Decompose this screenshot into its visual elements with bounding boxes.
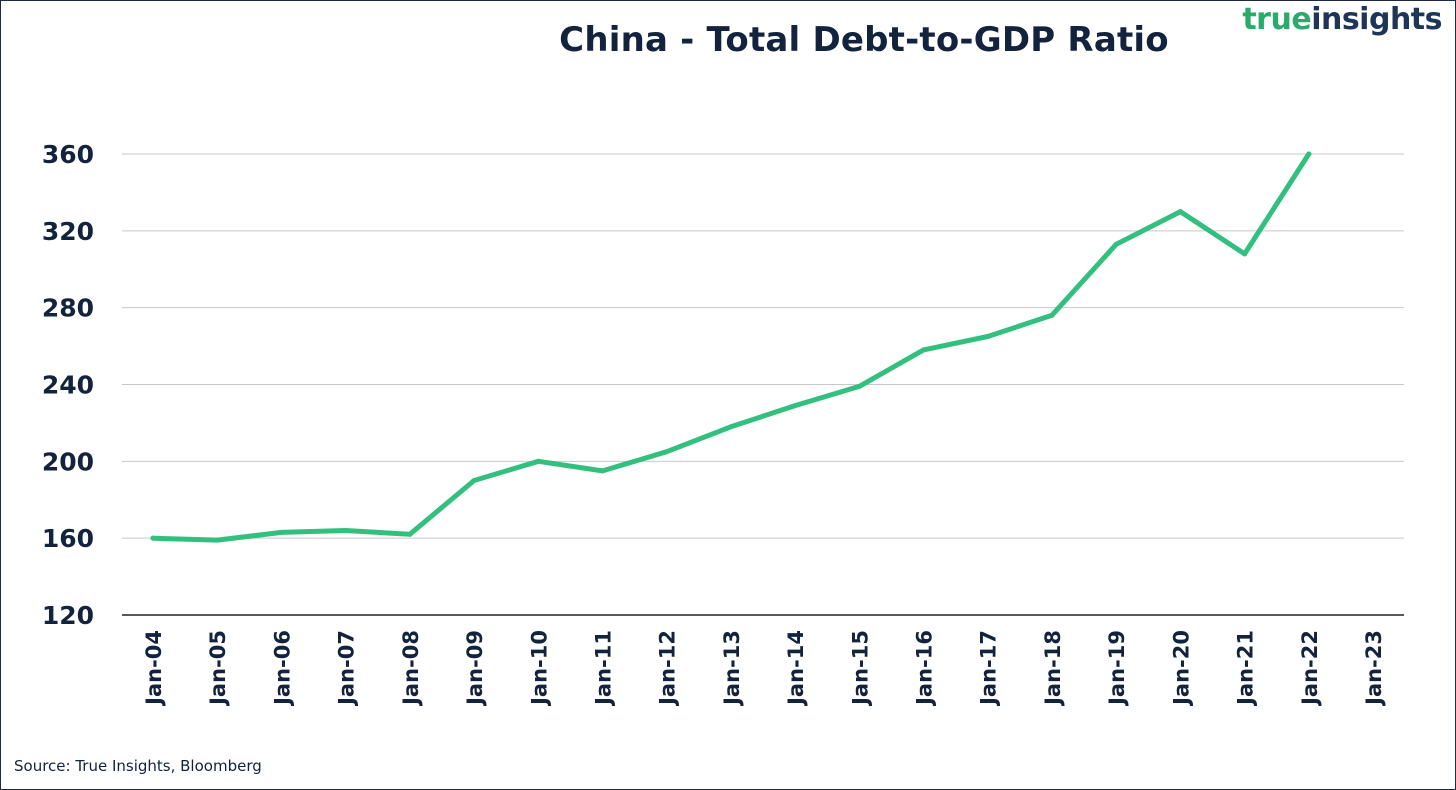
data-point	[1113, 241, 1119, 247]
x-tick-label: Jan-09	[463, 630, 487, 707]
data-point	[1242, 251, 1248, 257]
source-note: Source: True Insights, Bloomberg	[14, 757, 262, 775]
data-point	[664, 449, 670, 455]
brand-logo: trueinsights	[1242, 2, 1442, 37]
x-tick-label: Jan-19	[1105, 630, 1129, 707]
data-point	[278, 529, 284, 535]
x-tick-label: Jan-11	[591, 630, 615, 707]
data-point	[1049, 312, 1055, 318]
data-point	[985, 333, 991, 339]
x-tick-label: Jan-08	[399, 630, 423, 707]
x-tick-label: Jan-05	[206, 630, 230, 707]
x-tick-label: Jan-18	[1041, 630, 1065, 707]
x-tick-label: Jan-14	[784, 630, 808, 707]
data-point	[599, 468, 605, 474]
data-point	[214, 537, 220, 543]
x-tick-label: Jan-13	[720, 630, 744, 707]
data-point	[150, 535, 156, 541]
y-tick-label: 320	[42, 217, 94, 246]
x-tick-label: Jan-22	[1298, 630, 1322, 707]
y-tick-label: 280	[42, 294, 94, 323]
y-tick-label: 160	[42, 524, 94, 553]
data-point	[728, 424, 734, 430]
y-tick-label: 360	[42, 140, 94, 169]
x-tick-label: Jan-12	[656, 630, 680, 707]
x-tick-label: Jan-06	[270, 630, 294, 707]
x-tick-label: Jan-17	[977, 630, 1001, 707]
data-point	[1177, 209, 1183, 215]
x-tick-label: Jan-04	[142, 630, 166, 707]
x-tick-label: Jan-16	[913, 630, 937, 707]
x-tick-label: Jan-15	[848, 630, 872, 707]
data-point	[792, 403, 798, 409]
x-tick-label: Jan-10	[527, 630, 551, 707]
data-point	[343, 527, 349, 533]
data-point	[921, 347, 927, 353]
y-tick-label: 200	[42, 447, 94, 476]
data-point	[407, 531, 413, 537]
x-tick-label: Jan-07	[335, 630, 359, 707]
logo-word-insights: insights	[1311, 2, 1442, 37]
logo-word-true: true	[1242, 2, 1312, 37]
x-tick-label: Jan-23	[1362, 630, 1386, 707]
y-tick-label: 120	[42, 601, 94, 630]
y-tick-label: 240	[42, 371, 94, 400]
data-point	[856, 383, 862, 389]
series-line	[150, 151, 1312, 543]
data-point	[1306, 151, 1312, 157]
x-tick-label: Jan-20	[1169, 630, 1193, 707]
data-point	[471, 478, 477, 484]
data-point	[535, 458, 541, 464]
chart-title: China - Total Debt-to-GDP Ratio	[559, 20, 1169, 60]
x-tick-label: Jan-21	[1234, 630, 1258, 707]
